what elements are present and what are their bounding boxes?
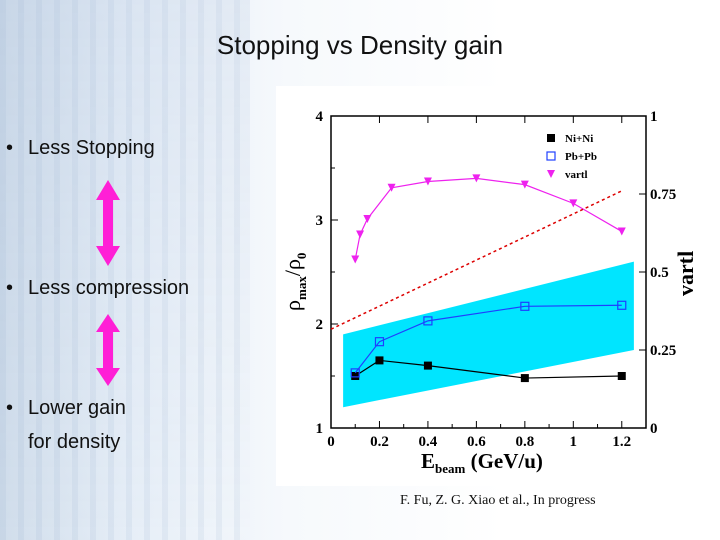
y2-tick-label: 0 (650, 421, 658, 437)
legend-marker-pb-pb (546, 151, 556, 161)
data-point-ni-ni (375, 356, 384, 365)
bullet-text: for density (28, 431, 121, 453)
series-line-vartl (354, 177, 623, 260)
y-tick-label: 4 (316, 109, 324, 125)
data-point-vartl (520, 180, 529, 189)
bullet-text: Lower gain (28, 397, 126, 419)
shaded-band (343, 261, 634, 408)
x-tick-label: 1.2 (612, 434, 631, 450)
data-point-pb-pb (423, 316, 433, 326)
bullet-lower-gain: • Lower gain (6, 391, 126, 425)
slide-title: Stopping vs Density gain (216, 30, 504, 60)
x-tick-label: 1 (570, 434, 578, 450)
y2-tick-label: 1 (650, 109, 658, 125)
bullet-dot: • (6, 137, 14, 159)
x-tick-label: 0.4 (419, 434, 438, 450)
y-tick-label: 2 (316, 317, 324, 333)
legend-marker-ni-ni (547, 134, 555, 142)
data-point-ni-ni (520, 374, 529, 383)
series-line-pb-pb (354, 304, 622, 374)
data-point-ni-ni (617, 372, 626, 380)
credit-text: F. Fu, Z. G. Xiao et al., In progress (400, 493, 596, 508)
stopping-density-chart: 0 0.2 0.4 0.6 0.8 1 1.2 1 2 3 4 0 0.25 0.5 0.75 1 Ebeam … (280, 109, 698, 476)
data-point-ni-ni (351, 372, 360, 380)
data-point-vartl (569, 199, 578, 208)
double-arrow-icon (96, 314, 120, 386)
bullet-less-compression: • Less compression (6, 271, 189, 305)
legend-marker-vartl (547, 170, 555, 178)
y-axis-label: ρmax/ρ0 (280, 253, 309, 311)
data-point-pb-pb (350, 368, 360, 378)
x-axis-label: Ebeam (GeV/u) (421, 449, 543, 476)
y2-tick-label: 0.75 (650, 187, 676, 203)
bullet-less-stopping: • Less Stopping (6, 131, 155, 165)
legend-label: Pb+Pb (565, 151, 597, 163)
x-tick-label: 0 (327, 434, 335, 450)
data-point-vartl (423, 177, 432, 186)
data-point-vartl (356, 230, 365, 239)
data-point-vartl (472, 174, 481, 183)
y-tick-label: 1 (316, 421, 324, 437)
y2-tick-label: 0.5 (650, 265, 669, 281)
data-point-ni-ni (423, 361, 432, 370)
legend-label: Ni+Ni (565, 133, 593, 145)
x-tick-label: 0.8 (515, 434, 534, 450)
y2-tick-label: 0.25 (650, 343, 676, 359)
y-tick-label: 3 (316, 213, 324, 229)
data-point-vartl (351, 255, 360, 264)
data-point-vartl (363, 214, 372, 223)
data-point-vartl (617, 227, 626, 236)
legend-label: vartl (565, 169, 588, 181)
data-point-pb-pb (617, 300, 627, 310)
x-tick-label: 0.6 (467, 434, 486, 450)
bullet-text: Less Stopping (28, 137, 155, 159)
y2-axis-label: vartl (673, 251, 698, 296)
x-tick-label: 0.2 (370, 434, 389, 450)
data-point-pb-pb (374, 337, 385, 347)
bullet-text: Less compression (28, 277, 190, 299)
data-point-vartl (387, 183, 396, 192)
background-pillar-decoration (0, 0, 250, 540)
double-arrow-icon (96, 180, 120, 266)
bullet-dot: • (6, 397, 14, 419)
data-point-pb-pb (520, 301, 530, 311)
bullet-dot: • (6, 277, 14, 299)
bullet-lower-gain-continuation: for density (28, 425, 120, 459)
